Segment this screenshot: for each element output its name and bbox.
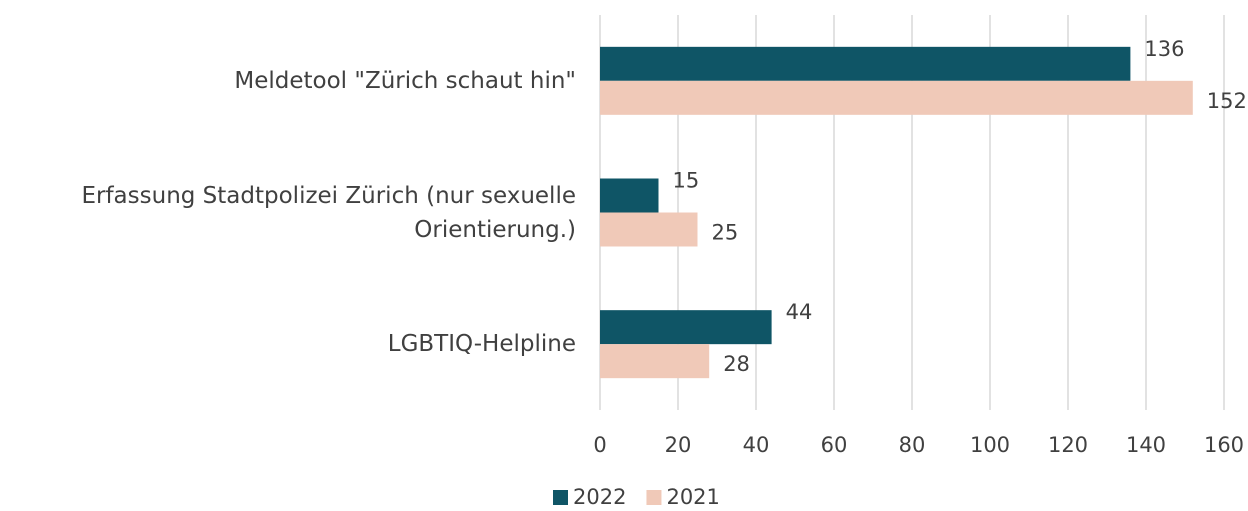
- data-label: 44: [786, 300, 813, 324]
- x-tick-label: 160: [1204, 433, 1244, 457]
- data-label: 28: [723, 352, 750, 376]
- category-label: Meldetool "Zürich schaut hin": [234, 67, 576, 94]
- category-label: Erfassung Stadtpolizei Zürich (nur sexue…: [81, 182, 576, 243]
- x-tick-label: 120: [1048, 433, 1088, 457]
- bar: [600, 80, 1193, 115]
- data-label: 152: [1207, 89, 1247, 113]
- x-tick-label: 20: [665, 433, 692, 457]
- bar: [600, 212, 698, 247]
- data-label: 25: [712, 221, 739, 245]
- bar: [600, 344, 710, 379]
- bar: [600, 178, 659, 213]
- x-tick-label: 0: [593, 433, 606, 457]
- data-label: 15: [673, 169, 700, 193]
- bar: [600, 46, 1131, 81]
- legend-label: 2022: [573, 485, 626, 509]
- data-label: 136: [1144, 37, 1184, 61]
- x-tick-label: 60: [821, 433, 848, 457]
- category-label: LGBTIQ-Helpline: [387, 331, 576, 358]
- legend-swatch: [646, 490, 662, 505]
- x-tick-label: 80: [899, 433, 926, 457]
- x-tick-label: 100: [970, 433, 1010, 457]
- x-tick-label: 40: [743, 433, 770, 457]
- legend-label: 2021: [666, 485, 719, 509]
- x-tick-label: 140: [1126, 433, 1166, 457]
- legend-swatch: [553, 490, 568, 505]
- bar: [600, 310, 772, 345]
